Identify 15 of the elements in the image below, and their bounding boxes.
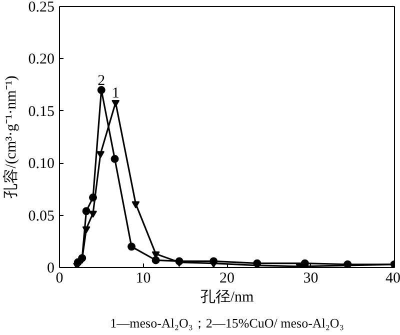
series-label: 2 [98, 73, 106, 90]
series-label: 1 [112, 86, 120, 102]
y-tick-label: 0.05 [28, 208, 54, 224]
y-tick-label: 0.25 [28, 0, 54, 16]
y-tick-label: 0.15 [28, 104, 54, 120]
x-tick-label: 20 [220, 270, 234, 286]
text: 1—meso-Al₂O₃；2—15%CuO/ meso-Al₂O₃ [110, 316, 344, 330]
x-tick-label: 10 [136, 270, 151, 286]
x-axis-title: 孔径/nm [200, 290, 254, 306]
y-tick-label: 0.10 [28, 156, 54, 172]
y-axis-title: 孔容/(cm³·g⁻¹·nm⁻¹) [2, 76, 20, 198]
y-tick-label: 0 [47, 260, 54, 276]
y-tick-label: 0.20 [28, 52, 54, 68]
x-tick-label: 40 [386, 270, 400, 286]
x-tick-label: 30 [303, 270, 318, 286]
